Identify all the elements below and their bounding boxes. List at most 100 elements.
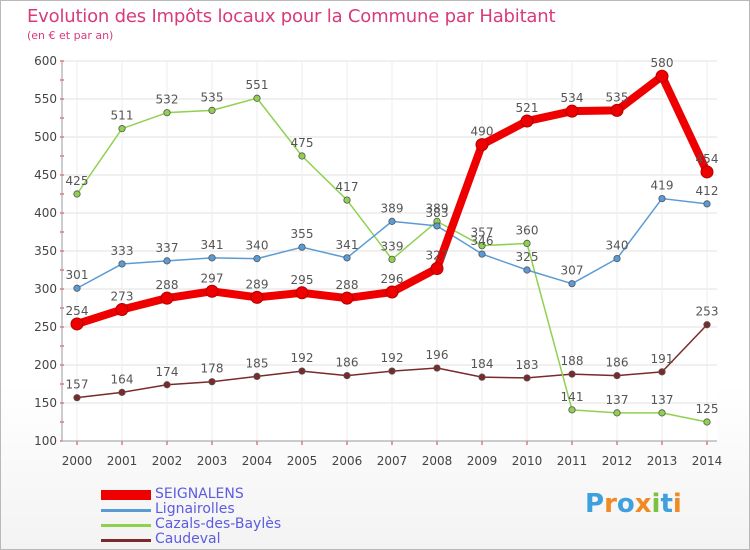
legend-item-2[interactable]: Lignairolles (101, 502, 361, 517)
x-tick-label: 2008 (422, 454, 453, 468)
data-label: 186 (606, 356, 629, 370)
data-label: 192 (291, 351, 314, 365)
legend-item-3[interactable]: Cazals-des-Baylès (101, 517, 361, 532)
data-point (298, 243, 306, 251)
data-label: 164 (111, 372, 134, 386)
logo-letter: x (634, 489, 652, 519)
x-tick-label: 2000 (62, 454, 93, 468)
logo-letter: i (651, 489, 661, 519)
data-point (523, 266, 531, 274)
data-label: 511 (111, 109, 134, 123)
data-point (613, 255, 621, 263)
data-point (205, 284, 219, 298)
logo-letter: o (616, 489, 635, 519)
data-point (250, 290, 264, 304)
data-label: 333 (111, 244, 134, 258)
data-label: 288 (156, 278, 179, 292)
data-label: 412 (696, 184, 719, 198)
y-tick-label: 500 (34, 130, 57, 144)
y-tick-label: 350 (34, 244, 57, 258)
data-point (658, 409, 666, 417)
data-label: 289 (246, 277, 269, 291)
data-label: 340 (246, 239, 269, 253)
data-label: 141 (561, 390, 584, 404)
data-point (385, 285, 399, 299)
data-point (73, 284, 81, 292)
y-tick-label: 400 (34, 206, 57, 220)
data-label: 355 (291, 227, 314, 241)
data-label: 532 (156, 93, 179, 107)
data-label: 196 (426, 348, 449, 362)
data-point (70, 317, 84, 331)
data-label: 425 (66, 174, 89, 188)
data-point (298, 152, 306, 160)
data-label: 183 (516, 358, 539, 372)
data-point (703, 321, 711, 329)
y-tick-label: 600 (34, 54, 57, 68)
chart-title: Evolution des Impôts locaux pour la Comm… (27, 6, 556, 27)
data-labels: 254 273 288 297 289 295 288 296 327 490 521 534 535 5… (66, 56, 719, 416)
legend-item-4[interactable]: Caudeval (101, 532, 361, 547)
data-point (163, 257, 171, 265)
data-point (700, 165, 714, 179)
legend-label-4: Caudeval (155, 531, 221, 547)
data-point (163, 381, 171, 389)
data-label: 157 (66, 378, 89, 392)
legend-swatch-3 (101, 524, 151, 527)
data-point (703, 200, 711, 208)
x-tick-label: 2011 (557, 454, 588, 468)
legend-label-3: Cazals-des-Baylès (155, 516, 282, 532)
data-point (343, 196, 351, 204)
x-tick-label: 2001 (107, 454, 138, 468)
x-tick-label: 2004 (242, 454, 273, 468)
data-label: 137 (651, 393, 674, 407)
legend-swatch-4 (101, 539, 151, 542)
data-point (118, 260, 126, 268)
legend-item-1[interactable]: SEIGNALENS (101, 487, 361, 502)
data-label: 174 (156, 365, 179, 379)
data-label: 357 (471, 226, 494, 240)
x-tick-label: 2014 (692, 454, 723, 468)
data-label: 383 (426, 206, 449, 220)
data-point (388, 367, 396, 375)
x-tick-label: 2006 (332, 454, 363, 468)
data-point (163, 109, 171, 117)
data-point (73, 190, 81, 198)
data-label: 389 (381, 201, 404, 215)
data-label: 191 (651, 352, 674, 366)
data-label: 186 (336, 356, 359, 370)
data-label: 535 (606, 90, 629, 104)
data-point (568, 280, 576, 288)
data-label: 254 (66, 304, 89, 318)
data-point (295, 286, 309, 300)
data-point (118, 388, 126, 396)
data-point (298, 367, 306, 375)
y-tick-label: 200 (34, 358, 57, 372)
x-tick-label: 2005 (287, 454, 318, 468)
x-tick-label: 2002 (152, 454, 183, 468)
x-tick-label: 2010 (512, 454, 543, 468)
data-label: 178 (201, 362, 224, 376)
data-label: 137 (606, 393, 629, 407)
data-label: 551 (246, 78, 269, 92)
data-point (208, 106, 216, 115)
legend-label-2: Lignairolles (155, 501, 235, 517)
data-point (523, 374, 531, 382)
data-label: 339 (381, 239, 404, 253)
data-label: 341 (201, 238, 224, 252)
data-label: 184 (471, 357, 494, 371)
proxiti-logo: Proxiti (585, 489, 695, 525)
data-label: 419 (651, 179, 674, 193)
gridlines (62, 60, 717, 442)
data-point (478, 242, 486, 250)
data-point (523, 239, 531, 247)
legend-label-1: SEIGNALENS (155, 486, 244, 502)
legend-swatch-1 (101, 490, 151, 500)
data-point (73, 394, 81, 402)
x-tick-label: 2012 (602, 454, 633, 468)
data-label: 185 (246, 356, 269, 370)
data-point (433, 222, 441, 230)
data-point (118, 125, 126, 133)
data-label: 301 (66, 268, 89, 282)
